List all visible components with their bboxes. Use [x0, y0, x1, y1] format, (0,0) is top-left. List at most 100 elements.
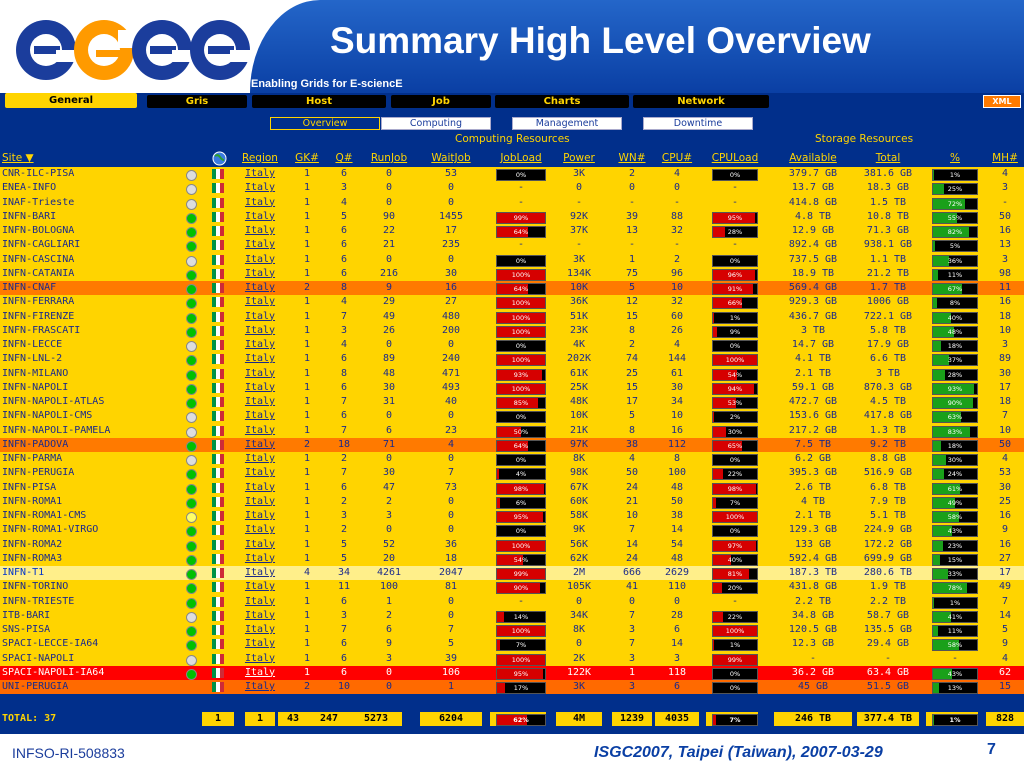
xml-button[interactable]: XML — [983, 95, 1021, 108]
site-name[interactable]: INFN-LECCE — [2, 339, 63, 350]
region-link[interactable]: Italy — [244, 652, 276, 664]
region-link[interactable]: Italy — [244, 552, 276, 564]
col-header-avail[interactable]: Available — [789, 152, 837, 164]
site-name[interactable]: INFN-CASCINA — [2, 253, 75, 265]
tab-gris[interactable]: Gris — [147, 95, 247, 108]
tab-host[interactable]: Host — [252, 95, 386, 108]
region-link[interactable]: Italy — [244, 609, 276, 621]
site-name[interactable]: INFN-CNAF — [2, 282, 57, 293]
site-name[interactable]: SPACI-NAPOLI-IA64 — [2, 666, 105, 678]
site-name[interactable]: INFN-ROMA1 — [2, 495, 63, 507]
site-name[interactable]: INFN-NAPOLI-PAMELA — [2, 424, 111, 436]
col-header-pct[interactable]: % — [950, 152, 960, 164]
region-link[interactable]: Italy — [244, 267, 276, 279]
region-link[interactable]: Italy — [244, 595, 276, 607]
site-name[interactable]: INFN-CAGLIARI — [2, 239, 81, 251]
col-header-cpu[interactable]: CPU# — [661, 152, 693, 164]
site-name[interactable]: SNS-PISA — [2, 624, 51, 635]
region-link[interactable]: Italy — [244, 510, 276, 521]
tab-job[interactable]: Job — [391, 95, 491, 108]
site-name[interactable]: INFN-NAPOLI-ATLAS — [2, 396, 105, 407]
region-link[interactable]: Italy — [244, 339, 276, 350]
region-link[interactable]: Italy — [244, 253, 276, 265]
region-link[interactable]: Italy — [244, 524, 276, 536]
region-link[interactable]: Italy — [244, 624, 276, 635]
site-name[interactable]: INAF-Trieste — [2, 196, 75, 208]
region-link[interactable]: Italy — [244, 324, 276, 336]
subtab-overview[interactable]: Overview — [270, 117, 380, 130]
site-name[interactable]: SPACI-LECCE-IA64 — [2, 638, 99, 650]
site-name[interactable]: INFN-FERRARA — [2, 296, 75, 308]
region-link[interactable]: Italy — [244, 225, 276, 236]
site-name[interactable]: INFN-PARMA — [2, 453, 63, 464]
region-link[interactable]: Italy — [244, 424, 276, 436]
col-header-wn[interactable]: WN# — [618, 152, 646, 164]
col-header-mh[interactable]: MH# — [992, 152, 1018, 164]
region-link[interactable]: Italy — [244, 538, 276, 550]
site-name[interactable]: INFN-ROMA1-VIRGO — [2, 524, 99, 536]
region-link[interactable]: Italy — [244, 210, 276, 222]
region-link[interactable]: Italy — [244, 495, 276, 507]
region-link[interactable]: Italy — [244, 467, 276, 479]
tab-general[interactable]: General — [5, 93, 137, 108]
site-name[interactable]: INFN-CATANIA — [2, 267, 75, 279]
site-name[interactable]: UNI-PERUGIA — [2, 681, 69, 692]
region-link[interactable]: Italy — [244, 666, 276, 678]
col-header-region[interactable]: Region — [242, 152, 278, 164]
site-name[interactable]: SPACI-NAPOLI — [2, 652, 75, 664]
region-link[interactable]: Italy — [244, 182, 276, 194]
region-link[interactable]: Italy — [244, 353, 276, 365]
site-name[interactable]: CNR-ILC-PISA — [2, 168, 75, 179]
region-link[interactable]: Italy — [244, 282, 276, 293]
region-link[interactable]: Italy — [244, 438, 276, 450]
site-name[interactable]: INFN-PISA — [2, 481, 57, 493]
site-name[interactable]: INFN-MILANO — [2, 367, 69, 379]
region-link[interactable]: Italy — [244, 367, 276, 379]
region-link[interactable]: Italy — [244, 196, 276, 208]
region-link[interactable]: Italy — [244, 453, 276, 464]
site-name[interactable]: INFN-BOLOGNA — [2, 225, 75, 236]
site-name[interactable]: INFN-T1 — [2, 567, 45, 578]
col-header-cl[interactable]: CPULoad — [711, 152, 759, 164]
site-name[interactable]: INFN-BARI — [2, 210, 57, 222]
region-link[interactable]: Italy — [244, 396, 276, 407]
col-header-site[interactable]: Site ▼ — [2, 152, 34, 164]
site-name[interactable]: INFN-LNL-2 — [2, 353, 63, 365]
col-header-q[interactable]: Q# — [335, 152, 353, 164]
site-name[interactable]: INFN-PADOVA — [2, 438, 69, 450]
region-link[interactable]: Italy — [244, 310, 276, 322]
region-link[interactable]: Italy — [244, 567, 276, 578]
region-link[interactable]: Italy — [244, 581, 276, 593]
subtab-computing[interactable]: Computing — [381, 117, 491, 130]
subtab-downtime[interactable]: Downtime — [643, 117, 753, 130]
region-link[interactable]: Italy — [244, 168, 276, 179]
site-name[interactable]: ENEA-INFO — [2, 182, 57, 194]
region-link[interactable]: Italy — [244, 638, 276, 650]
region-link[interactable]: Italy — [244, 410, 276, 422]
region-link[interactable]: Italy — [244, 381, 276, 393]
col-header-wait[interactable]: WaitJob — [431, 152, 471, 164]
region-link[interactable]: Italy — [244, 239, 276, 251]
site-name[interactable]: INFN-ROMA2 — [2, 538, 63, 550]
site-name[interactable]: INFN-ROMA3 — [2, 552, 63, 564]
site-name[interactable]: INFN-FRASCATI — [2, 324, 81, 336]
site-name[interactable]: INFN-TRIESTE — [2, 595, 75, 607]
region-link[interactable]: Italy — [244, 296, 276, 308]
col-header-run[interactable]: RunJob — [370, 152, 408, 164]
site-name[interactable]: INFN-TORINO — [2, 581, 69, 593]
tab-network[interactable]: Network — [633, 95, 769, 108]
col-header-gk[interactable]: GK# — [295, 152, 319, 164]
col-header-power[interactable]: Power — [563, 152, 595, 164]
region-link[interactable]: Italy — [244, 681, 276, 692]
site-name[interactable]: INFN-ROMA1-CMS — [2, 510, 87, 521]
site-name[interactable]: INFN-NAPOLI-CMS — [2, 410, 93, 422]
col-header-total[interactable]: Total — [875, 152, 901, 164]
subtab-management[interactable]: Management — [512, 117, 622, 130]
region-link[interactable]: Italy — [244, 481, 276, 493]
site-name[interactable]: INFN-FIRENZE — [2, 310, 75, 322]
col-header-jl[interactable]: JobLoad — [500, 152, 542, 164]
tab-charts[interactable]: Charts — [495, 95, 629, 108]
site-name[interactable]: INFN-PERUGIA — [2, 467, 75, 479]
site-name[interactable]: ITB-BARI — [2, 609, 51, 621]
site-name[interactable]: INFN-NAPOLI — [2, 381, 69, 393]
